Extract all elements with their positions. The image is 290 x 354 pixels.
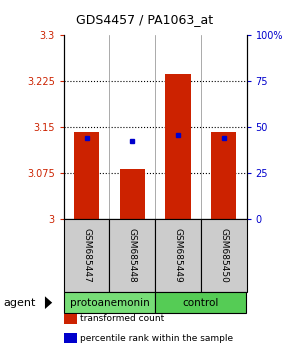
Bar (64, 219, 110, 292)
Text: percentile rank within the sample: percentile rank within the sample (80, 333, 233, 343)
Text: GDS4457 / PA1063_at: GDS4457 / PA1063_at (77, 13, 213, 26)
Bar (211, 132, 236, 219)
Text: GSM685447: GSM685447 (82, 228, 91, 283)
Polygon shape (45, 296, 52, 309)
Text: GSM685448: GSM685448 (128, 228, 137, 283)
Bar (155, 292, 246, 313)
Text: transformed count: transformed count (80, 314, 164, 323)
Bar (64, 314, 77, 324)
Bar (155, 219, 201, 292)
Text: GSM685450: GSM685450 (219, 228, 228, 283)
Bar (201, 219, 246, 292)
Text: control: control (183, 298, 219, 308)
Bar (64, 292, 155, 313)
Text: protoanemonin: protoanemonin (70, 298, 149, 308)
Bar (64, 333, 77, 343)
Text: GSM685449: GSM685449 (173, 228, 182, 283)
Bar (120, 169, 145, 219)
Bar (110, 219, 155, 292)
Bar (74, 132, 99, 219)
Bar (165, 74, 191, 219)
Text: agent: agent (3, 298, 35, 308)
